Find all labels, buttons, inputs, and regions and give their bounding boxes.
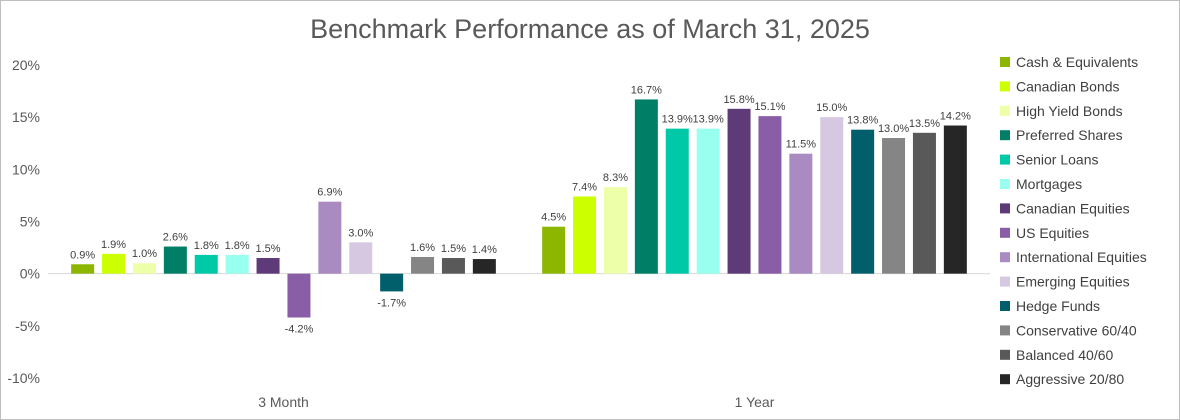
bar (665, 128, 689, 274)
legend-swatch (1000, 276, 1010, 287)
bar (820, 117, 844, 274)
bar (472, 259, 496, 274)
data-label: 3.0% (348, 227, 373, 239)
bar (318, 201, 342, 274)
data-label: 2.6% (163, 232, 188, 244)
data-label: 7.4% (572, 181, 597, 193)
legend-label: Mortgages (1016, 176, 1082, 192)
bar (603, 187, 627, 274)
y-tick-label: 20% (12, 57, 40, 73)
legend-swatch (1000, 154, 1010, 165)
bar (758, 116, 782, 274)
bar (102, 253, 126, 274)
y-tick-label: 15% (12, 109, 40, 125)
data-label: 16.7% (631, 84, 662, 96)
data-label: -4.2% (285, 323, 314, 335)
y-tick-label: -10% (7, 370, 40, 386)
bar (542, 226, 566, 274)
data-label: 15.0% (816, 102, 847, 114)
data-label: -1.7% (377, 297, 406, 309)
x-category-label: 1 Year (735, 394, 775, 410)
legend-label: US Equities (1016, 225, 1089, 241)
data-label: 13.0% (878, 123, 909, 135)
legend-label: Preferred Shares (1016, 127, 1123, 143)
legend-swatch (1000, 203, 1010, 214)
legend-label: High Yield Bonds (1016, 103, 1123, 119)
bar (727, 108, 751, 274)
data-label: 6.9% (317, 187, 342, 199)
bar (194, 254, 218, 274)
data-label: 8.3% (603, 172, 628, 184)
bar (163, 246, 187, 274)
legend-swatch (1000, 81, 1010, 92)
data-label: 1.4% (472, 244, 497, 256)
bar (380, 273, 404, 292)
data-label: 1.9% (101, 239, 126, 251)
legend-label: Hedge Funds (1016, 298, 1100, 314)
data-label: 15.1% (754, 101, 785, 113)
data-label: 1.0% (132, 248, 157, 260)
bar (225, 254, 249, 274)
bar (411, 256, 435, 274)
legend-swatch (1000, 374, 1010, 385)
legend-swatch (1000, 252, 1010, 263)
legend-swatch (1000, 57, 1010, 67)
bar (912, 132, 936, 274)
legend-swatch (1000, 349, 1010, 360)
chart-title: Benchmark Performance as of March 31, 20… (310, 14, 870, 44)
bar (349, 242, 373, 274)
data-label: 14.2% (940, 111, 971, 123)
legend-label: Canadian Bonds (1016, 78, 1120, 94)
legend-label: Aggressive 20/80 (1016, 371, 1124, 387)
data-label: 1.5% (256, 243, 281, 255)
legend-label: Emerging Equities (1016, 274, 1130, 290)
data-label: 4.5% (541, 212, 566, 224)
x-category-label: 3 Month (258, 394, 309, 410)
data-label: 13.5% (909, 118, 940, 130)
legend-swatch (1000, 227, 1010, 238)
bar (573, 196, 597, 274)
legend-swatch (1000, 179, 1010, 189)
y-tick-label: 0% (20, 266, 40, 282)
data-label: 1.5% (441, 243, 466, 255)
bar (851, 129, 875, 274)
data-label: 1.8% (194, 240, 219, 252)
y-tick-label: 5% (20, 214, 40, 230)
data-label: 1.8% (225, 240, 250, 252)
legend-label: International Equities (1016, 249, 1147, 265)
data-label: 13.9% (693, 114, 724, 126)
bar (287, 273, 311, 318)
legend-label: Cash & Equivalents (1016, 54, 1138, 70)
data-label: 11.5% (786, 139, 817, 151)
y-tick-label: 10% (12, 161, 40, 177)
data-label: 1.6% (410, 242, 435, 254)
legend-label: Balanced 40/60 (1016, 347, 1114, 363)
legend-swatch (1000, 301, 1010, 311)
bar (132, 263, 156, 274)
data-label: 13.8% (847, 115, 878, 127)
data-label: 13.9% (662, 114, 693, 126)
legend-label: Canadian Equities (1016, 200, 1130, 216)
legend-swatch (1000, 325, 1010, 336)
data-label: 0.9% (70, 249, 95, 261)
y-tick-label: -5% (15, 318, 40, 334)
bar (256, 258, 280, 274)
bar (441, 258, 465, 274)
bar (882, 138, 906, 274)
bar (943, 125, 967, 274)
legend-label: Senior Loans (1016, 152, 1099, 168)
legend-swatch (1000, 130, 1010, 141)
bar (696, 128, 720, 274)
legend-swatch (1000, 105, 1010, 116)
bar (634, 99, 658, 274)
legend-label: Conservative 60/40 (1016, 322, 1137, 338)
data-label: 15.8% (723, 94, 754, 106)
bar (789, 153, 813, 274)
bar (71, 264, 95, 274)
